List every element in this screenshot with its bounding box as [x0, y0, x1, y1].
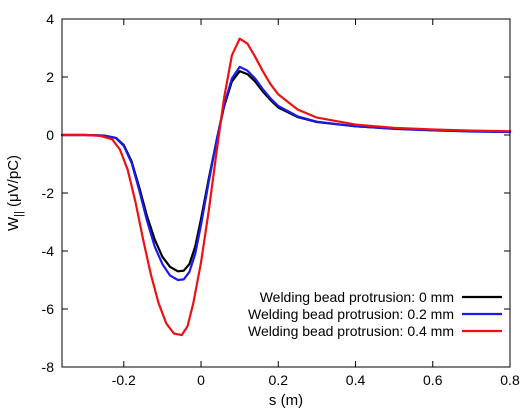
- y-axis-title-symbol: W: [5, 216, 22, 231]
- series-line-2: [60, 37, 512, 337]
- series-line-1: [60, 65, 512, 282]
- y-axis-title: W|| (μV/pC): [5, 155, 25, 231]
- x-tick-label: 0.6: [423, 372, 443, 388]
- y-tick-label: -2: [42, 185, 55, 201]
- plot-frame: [61, 18, 511, 368]
- x-tick-label: 0.8: [500, 372, 520, 388]
- x-tick-label: -0.2: [112, 372, 136, 388]
- y-tick-label: -4: [42, 243, 55, 259]
- x-tick-label: 0.2: [269, 372, 289, 388]
- y-tick-label: 0: [46, 127, 54, 143]
- legend-label: Welding bead protrusion: 0.4 mm: [248, 323, 454, 339]
- x-axis-ticks: -0.2 0 0.2 0.4 0.6 0.8: [112, 19, 520, 388]
- y-tick-label: 2: [46, 69, 54, 85]
- x-axis-title: s (m): [269, 392, 303, 408]
- series-layer: [60, 37, 512, 337]
- y-tick-label: 4: [46, 11, 54, 27]
- legend-label: Welding bead protrusion: 0 mm: [260, 289, 454, 305]
- legend-label: Welding bead protrusion: 0.2 mm: [248, 306, 454, 322]
- x-tick-label: 0: [197, 372, 205, 388]
- y-axis-title-unit: (μV/pC): [5, 155, 22, 211]
- y-axis-ticks: -8 -6 -4 -2 0 2 4: [42, 11, 510, 375]
- x-tick-label: 0.4: [346, 372, 366, 388]
- y-tick-label: -6: [42, 301, 55, 317]
- y-tick-label: -8: [42, 359, 55, 375]
- y-axis-title-subscript: ||: [13, 211, 25, 217]
